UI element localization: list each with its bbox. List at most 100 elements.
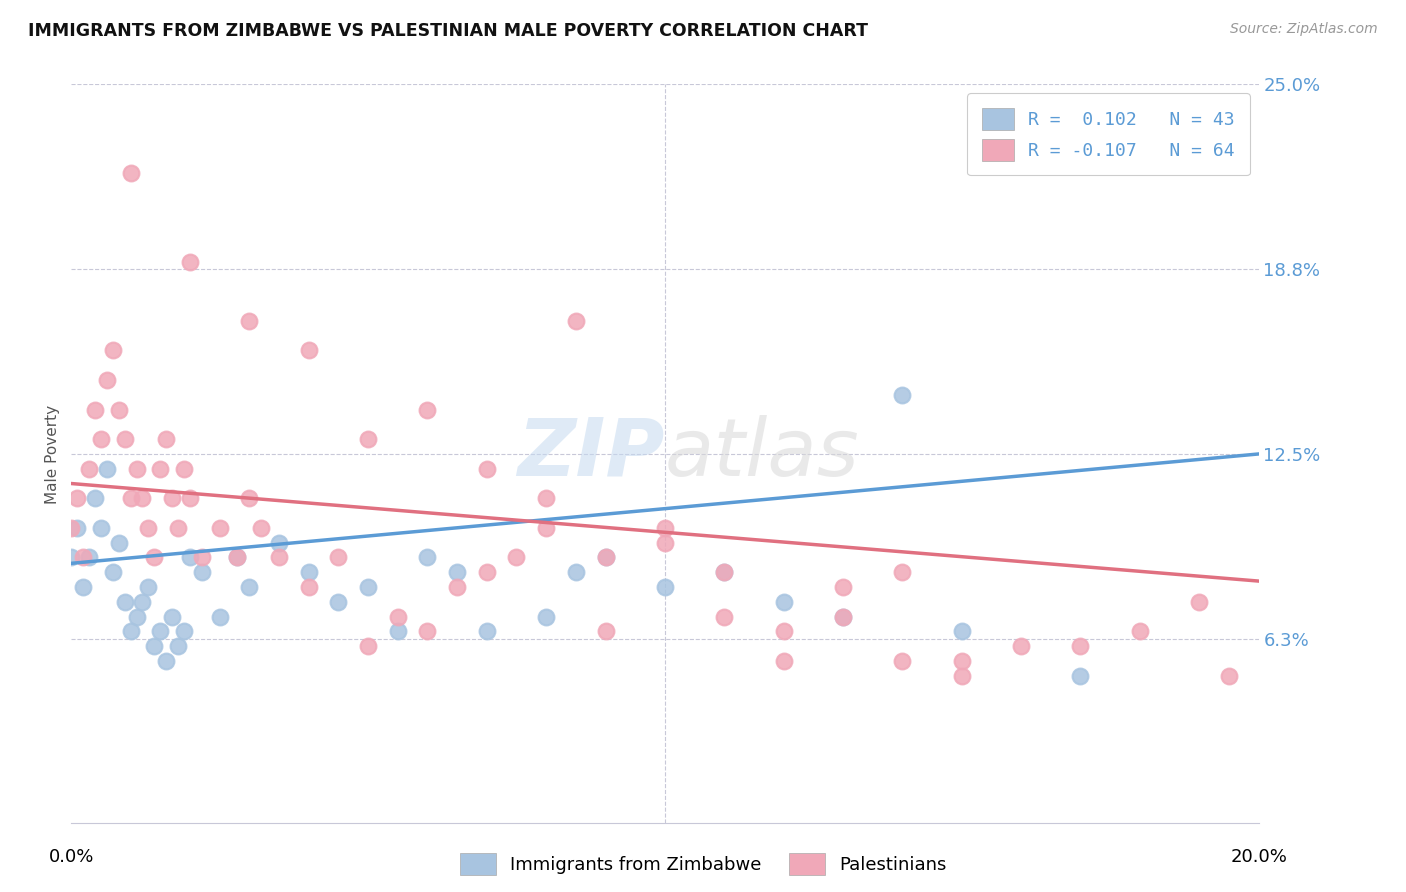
Point — [267, 550, 290, 565]
Point — [72, 550, 94, 565]
Point — [96, 461, 118, 475]
Point — [891, 565, 914, 579]
Point — [534, 609, 557, 624]
Point — [120, 491, 142, 506]
Text: atlas: atlas — [665, 415, 859, 493]
Point — [1069, 639, 1091, 653]
Point — [713, 609, 735, 624]
Point — [90, 521, 112, 535]
Point — [772, 654, 794, 668]
Point — [167, 639, 190, 653]
Point — [179, 255, 201, 269]
Point — [226, 550, 249, 565]
Point — [387, 624, 409, 639]
Point — [772, 624, 794, 639]
Legend: R =  0.102   N = 43, R = -0.107   N = 64: R = 0.102 N = 43, R = -0.107 N = 64 — [967, 94, 1250, 176]
Point — [505, 550, 527, 565]
Point — [238, 314, 260, 328]
Point — [713, 565, 735, 579]
Point — [891, 654, 914, 668]
Point — [654, 580, 676, 594]
Point — [595, 550, 617, 565]
Point — [60, 550, 83, 565]
Point — [114, 432, 136, 446]
Point — [167, 521, 190, 535]
Point — [595, 550, 617, 565]
Point — [267, 535, 290, 549]
Point — [143, 639, 166, 653]
Point — [107, 535, 129, 549]
Point — [84, 402, 107, 417]
Point — [475, 565, 498, 579]
Point — [328, 595, 350, 609]
Point — [250, 521, 273, 535]
Point — [357, 432, 380, 446]
Point — [101, 565, 124, 579]
Point — [1069, 668, 1091, 682]
Point — [357, 639, 380, 653]
Point — [120, 166, 142, 180]
Point — [160, 491, 183, 506]
Text: IMMIGRANTS FROM ZIMBABWE VS PALESTINIAN MALE POVERTY CORRELATION CHART: IMMIGRANTS FROM ZIMBABWE VS PALESTINIAN … — [28, 22, 868, 40]
Point — [120, 624, 142, 639]
Point — [66, 521, 89, 535]
Point — [149, 461, 172, 475]
Point — [713, 565, 735, 579]
Point — [238, 580, 260, 594]
Point — [173, 624, 195, 639]
Point — [357, 580, 380, 594]
Point — [160, 609, 183, 624]
Point — [416, 550, 439, 565]
Text: Source: ZipAtlas.com: Source: ZipAtlas.com — [1230, 22, 1378, 37]
Point — [143, 550, 166, 565]
Point — [387, 609, 409, 624]
Point — [125, 609, 148, 624]
Point — [772, 595, 794, 609]
Point — [77, 550, 100, 565]
Text: ZIP: ZIP — [517, 415, 665, 493]
Legend: Immigrants from Zimbabwe, Palestinians: Immigrants from Zimbabwe, Palestinians — [453, 846, 953, 882]
Point — [114, 595, 136, 609]
Point — [416, 624, 439, 639]
Point — [891, 388, 914, 402]
Point — [298, 580, 321, 594]
Point — [173, 461, 195, 475]
Point — [101, 343, 124, 358]
Point — [179, 550, 201, 565]
Point — [298, 343, 321, 358]
Point — [416, 402, 439, 417]
Point — [179, 491, 201, 506]
Point — [131, 491, 153, 506]
Point — [191, 565, 214, 579]
Point — [77, 461, 100, 475]
Point — [654, 535, 676, 549]
Point — [475, 461, 498, 475]
Text: 20.0%: 20.0% — [1230, 848, 1286, 866]
Point — [155, 654, 177, 668]
Point — [96, 373, 118, 387]
Point — [534, 491, 557, 506]
Point — [595, 624, 617, 639]
Point — [328, 550, 350, 565]
Point — [149, 624, 172, 639]
Point — [446, 565, 468, 579]
Point — [950, 654, 973, 668]
Point — [138, 580, 160, 594]
Point — [90, 432, 112, 446]
Point — [565, 314, 588, 328]
Point — [832, 609, 855, 624]
Point — [1218, 668, 1240, 682]
Point — [138, 521, 160, 535]
Point — [475, 624, 498, 639]
Point — [125, 461, 148, 475]
Point — [565, 565, 588, 579]
Point — [107, 402, 129, 417]
Point — [1010, 639, 1032, 653]
Point — [1129, 624, 1152, 639]
Point — [950, 624, 973, 639]
Point — [60, 521, 83, 535]
Point — [832, 580, 855, 594]
Point — [131, 595, 153, 609]
Point — [155, 432, 177, 446]
Point — [832, 609, 855, 624]
